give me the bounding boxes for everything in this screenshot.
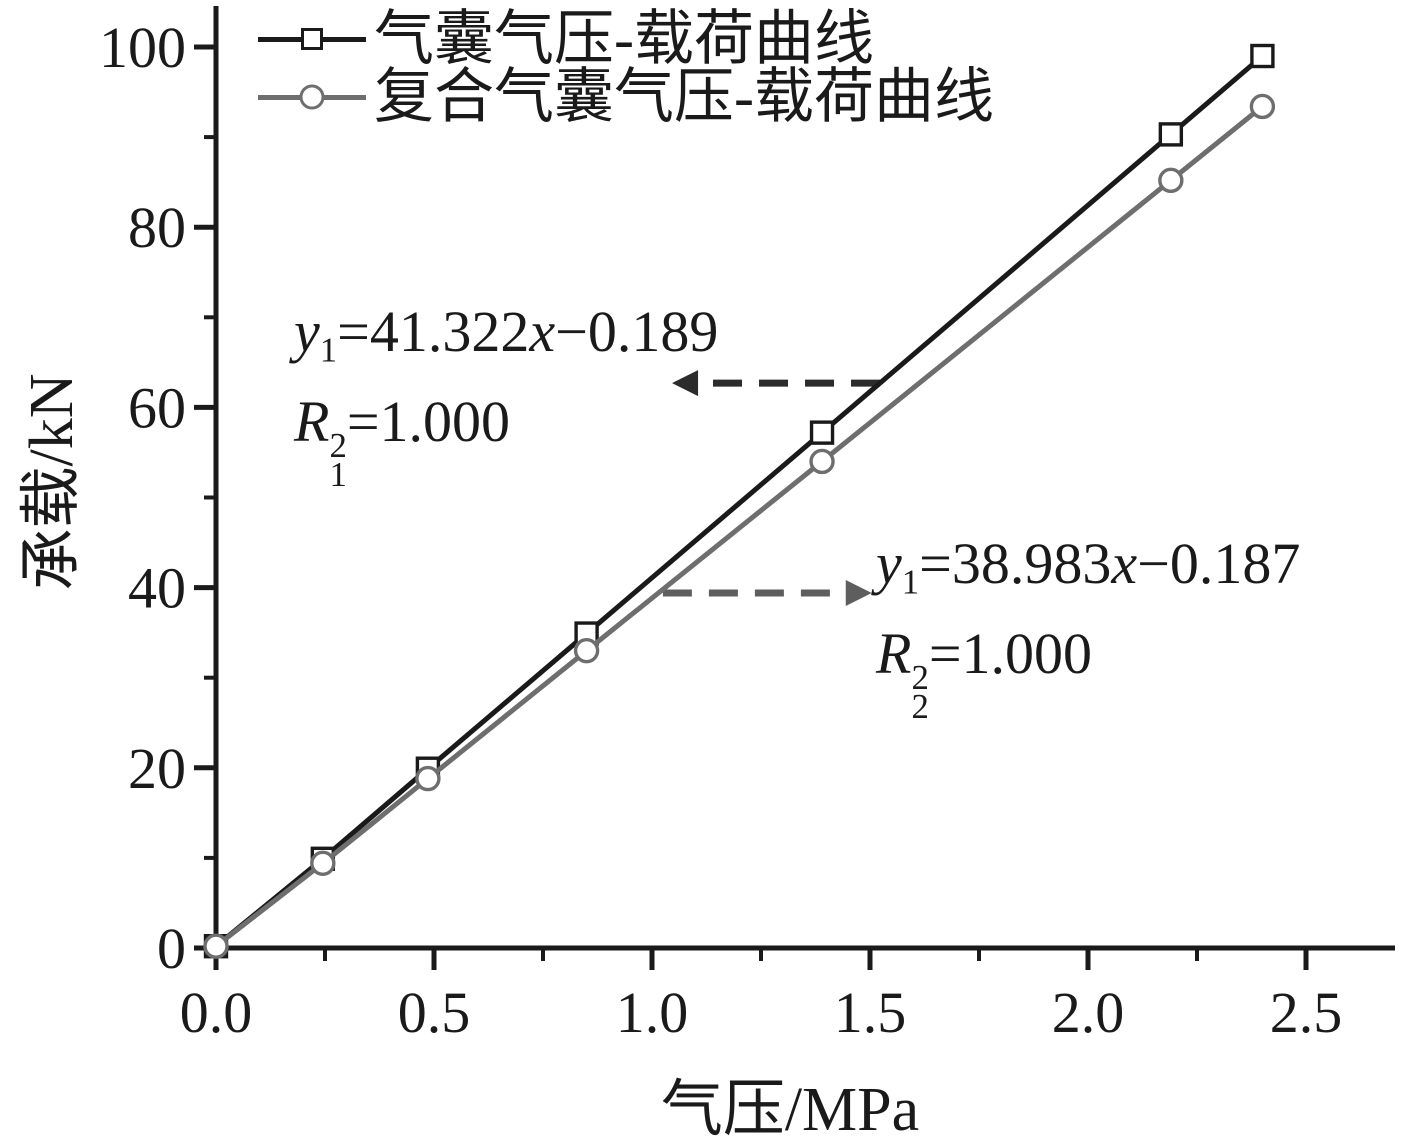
x-tick-label: 1.5 bbox=[834, 980, 907, 1045]
circle-marker bbox=[1158, 167, 1184, 194]
y-tick-label: 0 bbox=[157, 916, 186, 981]
square-marker-icon bbox=[301, 28, 323, 50]
equation-coefficient: =38.983 bbox=[919, 531, 1112, 596]
circle-marker bbox=[310, 850, 336, 877]
x-tick-label: 2.5 bbox=[1270, 980, 1343, 1045]
square-marker bbox=[1250, 43, 1275, 69]
legend-sample bbox=[258, 22, 366, 56]
y-tick-label: 80 bbox=[128, 195, 186, 260]
regression-annotation-1: y1=41.322x−0.189 R 2 1 =1.000 bbox=[294, 296, 718, 494]
equation-line: y1=38.983x−0.187 bbox=[876, 528, 1300, 618]
legend-label: 复合气囊气压-载荷曲线 bbox=[374, 64, 994, 130]
annotation-arrowhead bbox=[672, 370, 699, 397]
y-axis-title: 承载/kN bbox=[18, 373, 86, 591]
equation-variable: y bbox=[294, 299, 320, 364]
x-axis-title: 气压/MPa bbox=[660, 1076, 920, 1144]
equation-superscript: 2 bbox=[329, 426, 347, 466]
regression-annotation-2: y1=38.983x−0.187 R 2 2 =1.000 bbox=[876, 528, 1300, 726]
circle-marker bbox=[203, 933, 229, 959]
legend-sample bbox=[258, 80, 366, 114]
equation-subscript: 1 bbox=[901, 562, 920, 602]
equation-intercept: −0.187 bbox=[1137, 531, 1301, 596]
circle-marker bbox=[1249, 93, 1276, 120]
circle-marker-icon bbox=[299, 84, 325, 110]
r-squared-line: R 2 1 =1.000 bbox=[294, 386, 718, 494]
legend-item: 气囊气压-载荷曲线 bbox=[258, 6, 994, 72]
equation-coefficient: =41.322 bbox=[337, 299, 530, 364]
x-tick-label: 1.0 bbox=[616, 980, 689, 1045]
square-marker bbox=[1158, 122, 1184, 147]
y-tick-label: 40 bbox=[128, 556, 186, 621]
legend-label: 气囊气压-载荷曲线 bbox=[374, 6, 874, 72]
legend: 气囊气压-载荷曲线 复合气囊气压-载荷曲线 bbox=[258, 6, 994, 130]
annotation-arrowhead bbox=[845, 580, 872, 607]
legend-item: 复合气囊气压-载荷曲线 bbox=[258, 64, 994, 130]
series-line bbox=[214, 104, 1264, 949]
y-tick-label: 100 bbox=[99, 15, 186, 80]
x-tick-label: 0.5 bbox=[398, 980, 471, 1045]
equation-variable: x bbox=[529, 299, 556, 364]
r-squared-value: =1.000 bbox=[928, 621, 1093, 687]
y-tick-label: 60 bbox=[128, 375, 186, 440]
equation-variable: R bbox=[294, 389, 330, 455]
equation-variable: y bbox=[876, 531, 902, 596]
square-marker bbox=[809, 420, 835, 445]
equation-variable: x bbox=[1111, 531, 1138, 596]
y-tick-label: 20 bbox=[128, 736, 186, 801]
equation-variable: R bbox=[876, 621, 912, 687]
circle-marker bbox=[415, 765, 441, 792]
equation-superscript: 2 bbox=[911, 658, 929, 698]
circle-marker bbox=[809, 448, 835, 475]
equation-subscript: 1 bbox=[319, 330, 338, 370]
equation-line: y1=41.322x−0.189 bbox=[294, 296, 718, 386]
equation-subscript: 1 bbox=[329, 454, 347, 494]
x-tick-label: 0.0 bbox=[180, 980, 253, 1045]
x-tick-label: 2.0 bbox=[1052, 980, 1125, 1045]
equation-subscript: 2 bbox=[911, 686, 929, 726]
equation-intercept: −0.189 bbox=[555, 299, 719, 364]
r-squared-line: R 2 2 =1.000 bbox=[876, 618, 1300, 726]
circle-marker bbox=[573, 637, 600, 664]
series-line bbox=[214, 54, 1265, 949]
r-squared-value: =1.000 bbox=[346, 389, 511, 455]
